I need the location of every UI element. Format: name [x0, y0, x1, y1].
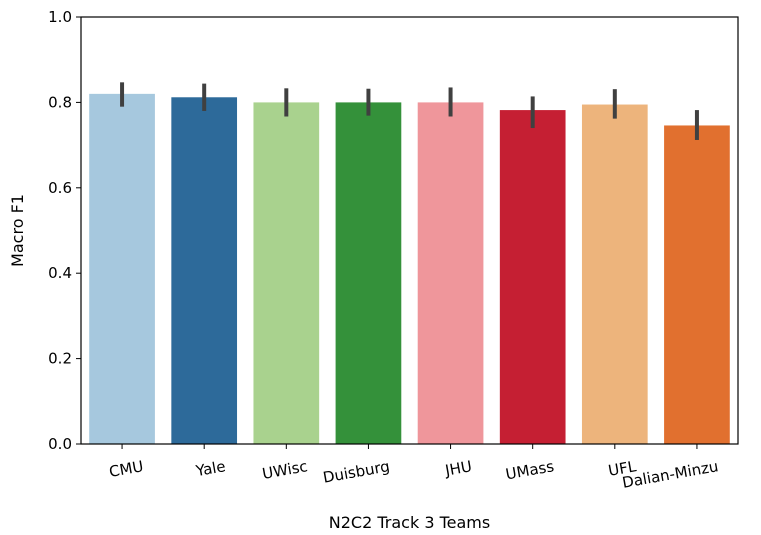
- bar-duisburg: [335, 102, 402, 445]
- x-tick-label: JHU: [443, 457, 473, 480]
- y-axis: 0.0 0.2 0.4 0.6 0.8 1.0: [48, 8, 81, 453]
- error-bars-group: [120, 82, 699, 140]
- x-tick-label: UFL: [607, 457, 638, 480]
- x-tick-label: UMass: [504, 457, 555, 483]
- y-tick-label: 0.0: [48, 435, 72, 453]
- x-tick-label: Dalian-Minzu: [621, 457, 720, 492]
- y-tick-label: 0.8: [48, 93, 72, 111]
- x-tick-label: Duisburg: [322, 457, 392, 486]
- bar-cmu: [89, 93, 155, 445]
- x-axis: CMU Yale UWisc Duisburg JHU UMass UFLDalian-Mi…: [108, 444, 720, 492]
- bar-umass: [499, 110, 566, 444]
- x-axis-label: N2C2 Track 3 Teams: [329, 513, 490, 532]
- y-tick-label: 0.2: [48, 350, 72, 368]
- x-tick-label: CMU: [108, 457, 145, 481]
- x-tick-label: UWisc: [261, 457, 309, 483]
- bar-uwisc: [253, 102, 320, 445]
- bars-group: [89, 93, 730, 445]
- bar-jhu: [417, 102, 484, 445]
- x-tick-label: Yale: [194, 457, 227, 480]
- bar-dalian-minzu: [664, 125, 730, 444]
- bar-yale: [171, 97, 238, 444]
- y-tick-label: 1.0: [48, 8, 72, 26]
- y-tick-label: 0.6: [48, 179, 72, 197]
- plot-frame: [80, 16, 739, 445]
- bar-ufl: [581, 104, 648, 444]
- y-tick-label: 0.4: [48, 264, 72, 282]
- y-axis-label: Macro F1: [8, 194, 27, 267]
